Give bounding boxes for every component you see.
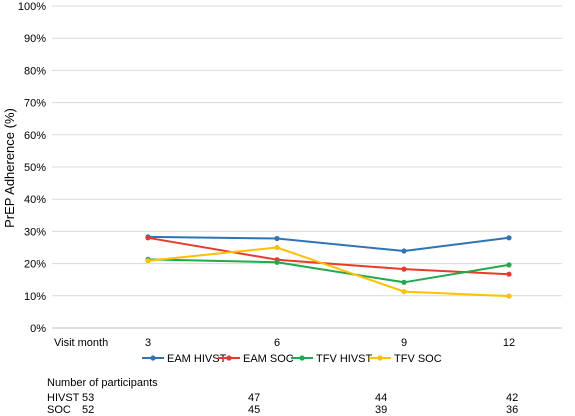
data-point — [506, 235, 512, 241]
participants-count: 39 — [375, 404, 387, 416]
series-line — [147, 236, 510, 276]
data-point — [506, 293, 512, 299]
y-tick-label: 80% — [24, 65, 46, 77]
data-point — [401, 289, 407, 295]
y-tick-label: 100% — [18, 1, 46, 13]
data-point — [145, 235, 151, 241]
y-tick-label: 50% — [24, 162, 46, 174]
series-group — [145, 244, 512, 299]
participants-count: 42 — [506, 392, 518, 404]
y-tick-label: 90% — [24, 33, 46, 45]
y-tick-label: 70% — [24, 98, 46, 110]
data-point — [401, 248, 407, 254]
data-point — [401, 266, 407, 272]
y-tick-label: 20% — [24, 259, 46, 271]
x-tick-label: 6 — [274, 337, 280, 349]
data-point — [274, 259, 280, 265]
data-point — [274, 235, 280, 242]
legend-marker — [150, 355, 156, 361]
legend-label: TFV HIVST — [316, 353, 373, 365]
y-axis-ticks: 0% 10% 20% 30% 40% 50% 60% 70% 80% 90% 100% — [18, 1, 46, 335]
series-line — [147, 258, 510, 284]
legend-marker — [377, 355, 383, 361]
y-tick-label: 0% — [30, 323, 46, 335]
participants-title: Number of participants — [47, 377, 158, 389]
x-axis-label: Visit month — [54, 337, 108, 349]
y-tick-label: 60% — [24, 130, 46, 142]
series-lines — [145, 234, 512, 299]
y-tick-label: 30% — [24, 226, 46, 238]
data-point — [145, 258, 151, 264]
legend: EAM HIVST EAM SOC TFV HIVST TFV SOC — [142, 353, 442, 365]
participants-row-label: SOC — [47, 404, 71, 416]
legend-marker — [226, 355, 232, 361]
data-point — [274, 244, 280, 251]
legend-label: EAM HIVST — [167, 353, 227, 365]
legend-label: TFV SOC — [394, 353, 442, 365]
participants-count: 47 — [248, 392, 260, 404]
data-point — [506, 262, 512, 268]
x-axis: Visit month 3 6 9 12 — [54, 337, 515, 349]
x-tick-label: 3 — [145, 337, 151, 349]
series-line — [147, 246, 510, 298]
participants-row-label: HIVST — [47, 392, 80, 404]
y-axis-label: PrEP Adherence (%) — [2, 108, 17, 228]
y-tick-label: 40% — [24, 194, 46, 206]
participants-count: 52 — [82, 404, 94, 416]
data-point — [506, 271, 512, 277]
gridlines — [52, 5, 562, 329]
y-tick-label: 10% — [24, 291, 46, 303]
x-tick-label: 12 — [503, 337, 515, 349]
legend-marker — [299, 355, 305, 361]
participants-count: 44 — [375, 392, 387, 404]
series-line — [147, 235, 510, 252]
data-point — [401, 279, 407, 285]
x-tick-label: 9 — [401, 337, 407, 349]
legend-label: EAM SOC — [243, 353, 294, 365]
participants-count: 45 — [248, 404, 260, 416]
participants-table: Number of participants HIVST 53 47 44 42 SOC 5… — [47, 377, 518, 416]
series-group — [145, 234, 512, 254]
participants-count: 36 — [506, 404, 518, 416]
participants-count: 53 — [82, 392, 94, 404]
